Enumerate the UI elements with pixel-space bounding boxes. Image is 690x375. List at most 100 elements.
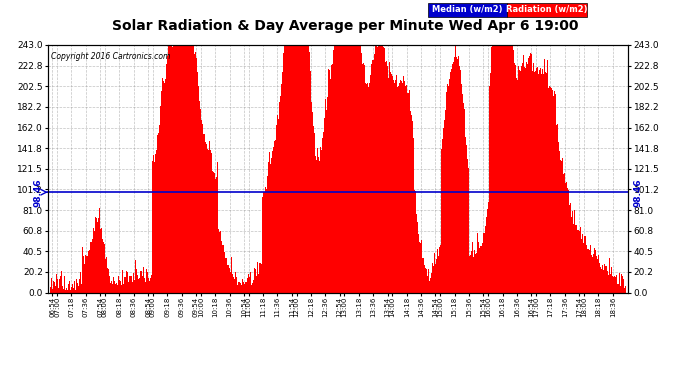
Bar — [159, 113, 161, 292]
Bar — [529, 56, 530, 292]
Bar — [396, 75, 397, 292]
Bar — [217, 162, 218, 292]
Bar — [121, 285, 122, 292]
Bar — [128, 282, 129, 292]
Bar — [619, 273, 620, 292]
Bar — [310, 82, 311, 292]
Bar — [375, 45, 376, 292]
Bar — [55, 286, 56, 292]
Bar — [182, 45, 183, 292]
Bar — [176, 45, 177, 292]
Bar — [411, 115, 412, 292]
Bar — [305, 45, 306, 292]
Bar — [525, 68, 526, 292]
Bar — [313, 126, 314, 292]
Bar — [255, 269, 256, 292]
Bar — [453, 62, 454, 292]
Bar — [581, 239, 582, 292]
Bar — [515, 78, 517, 292]
Bar — [510, 45, 511, 292]
Bar — [618, 284, 619, 292]
Bar — [270, 160, 271, 292]
Bar — [124, 284, 126, 292]
Bar — [169, 45, 170, 292]
Bar — [251, 285, 253, 292]
Bar — [190, 45, 191, 292]
Bar — [352, 45, 353, 292]
Bar — [59, 279, 60, 292]
Bar — [155, 154, 156, 292]
Bar — [56, 274, 57, 292]
Bar — [314, 133, 315, 292]
Bar — [208, 150, 209, 292]
Bar — [576, 225, 578, 292]
Bar — [554, 91, 555, 292]
Bar — [212, 168, 213, 292]
Bar — [388, 62, 390, 292]
Bar — [104, 244, 105, 292]
Bar — [262, 197, 263, 292]
Bar — [549, 86, 550, 292]
Bar — [479, 248, 480, 292]
Bar — [520, 64, 522, 292]
Bar — [123, 284, 124, 292]
Bar — [330, 79, 331, 292]
Bar — [300, 45, 301, 292]
Bar — [366, 84, 367, 292]
Bar — [60, 276, 61, 292]
Bar — [418, 234, 419, 292]
Bar — [497, 45, 498, 292]
Bar — [546, 73, 547, 292]
Bar — [294, 45, 295, 292]
Bar — [320, 147, 321, 292]
Bar — [506, 45, 507, 292]
Bar — [398, 86, 400, 292]
Bar — [620, 286, 621, 292]
Bar — [225, 258, 226, 292]
Bar — [385, 62, 386, 292]
Bar — [426, 269, 427, 292]
Bar — [493, 45, 494, 292]
Bar — [137, 275, 138, 292]
Bar — [421, 240, 422, 292]
Bar — [120, 281, 121, 292]
Bar — [184, 45, 185, 292]
Bar — [543, 74, 544, 292]
Bar — [107, 268, 108, 292]
Bar — [322, 141, 324, 292]
Bar — [73, 288, 75, 292]
Bar — [337, 45, 339, 292]
Bar — [611, 278, 612, 292]
Bar — [598, 255, 599, 292]
Bar — [384, 48, 385, 292]
Bar — [249, 278, 250, 292]
Bar — [578, 230, 579, 292]
Bar — [596, 256, 597, 292]
Bar — [312, 112, 313, 292]
Bar — [579, 231, 580, 292]
Bar — [535, 65, 537, 292]
Bar — [531, 54, 532, 292]
Bar — [541, 74, 542, 292]
Bar — [92, 238, 93, 292]
Bar — [545, 72, 546, 292]
Bar — [227, 265, 228, 292]
Bar — [87, 255, 88, 292]
Bar — [495, 45, 496, 292]
Bar — [625, 286, 626, 292]
Bar — [523, 55, 524, 292]
Bar — [390, 79, 391, 292]
Bar — [395, 80, 396, 292]
Bar — [405, 86, 406, 292]
Bar — [461, 74, 462, 292]
Bar — [75, 290, 76, 292]
Bar — [269, 152, 270, 292]
Bar — [505, 45, 506, 292]
Bar — [131, 276, 132, 292]
Bar — [534, 72, 535, 292]
Bar — [154, 162, 155, 292]
Bar — [454, 57, 455, 292]
Bar — [553, 96, 554, 292]
Bar — [532, 59, 533, 292]
Bar — [413, 171, 414, 292]
